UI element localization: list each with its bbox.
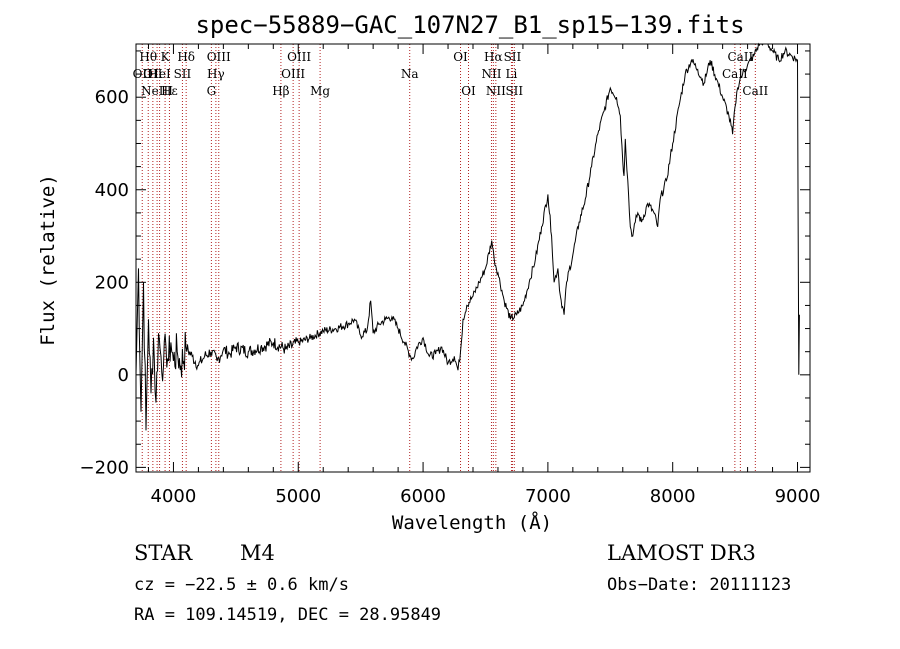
marker-label-5: K — [161, 50, 171, 64]
marker-label-25: CaII — [722, 67, 748, 81]
marker-label-20: Hα — [484, 50, 503, 64]
survey-name: LAMOST DR3 — [607, 541, 756, 565]
y-tick-label-3: 400 — [95, 180, 129, 201]
marker-label-24: SII — [505, 84, 523, 98]
y-tick-labels: −200 0 200 400 600 — [80, 87, 129, 478]
marker-label-15: Mg — [310, 84, 330, 98]
marker-label-17: OI — [453, 50, 468, 64]
marker-label-11: OIII — [207, 50, 231, 64]
marker-label-3: NeIII — [141, 84, 173, 98]
marker-label-21: NII — [486, 84, 506, 98]
y-tick-label-2: 200 — [95, 272, 129, 293]
y-tick-label-0: −200 — [80, 457, 129, 478]
y-tick-label-1: 0 — [118, 365, 129, 386]
chart-title: spec−55889−GAC_107N27_B1_sp15−139.fits — [195, 11, 744, 39]
redshift-cz: cz = −22.5 ± 0.6 km/s — [134, 575, 349, 595]
marker-label-22: Li — [506, 67, 518, 81]
x-tick-label-4000: 4000 — [151, 486, 197, 507]
marker-label-18: OI — [461, 84, 476, 98]
marker-label-7: SII — [174, 67, 192, 81]
x-tick-label-5000: 5000 — [275, 486, 321, 507]
x-tick-label-7000: 7000 — [525, 486, 571, 507]
marker-label-6: Hε — [161, 84, 178, 98]
marker-label-4: HeI — [148, 67, 171, 81]
x-tick-label-6000: 6000 — [400, 486, 446, 507]
x-tick-label-9000: 9000 — [775, 486, 821, 507]
axis-ticks — [136, 44, 810, 472]
marker-label-9: G — [207, 84, 217, 98]
marker-label-12: Hβ — [272, 84, 289, 98]
ra-dec: RA = 109.14519, DEC = 28.95849 — [134, 605, 441, 625]
marker-label-13: OIII — [281, 67, 305, 81]
marker-label-0: OII — [133, 67, 153, 81]
emission-line-markers — [141, 44, 756, 472]
marker-label-8: Hδ — [177, 50, 195, 64]
marker-label-23: SII — [504, 50, 522, 64]
marker-label-14: OIII — [287, 50, 311, 64]
marker-label-1: Hθ — [139, 50, 157, 64]
x-axis-label: Wavelength (Å) — [392, 511, 552, 534]
object-subclass: M4 — [240, 541, 275, 565]
marker-label-27: CaII — [742, 84, 768, 98]
marker-label-19: NII — [481, 67, 501, 81]
y-tick-label-4: 600 — [95, 87, 129, 108]
observation-date: Obs−Date: 20111123 — [607, 575, 791, 595]
marker-label-26: CaII — [727, 50, 753, 64]
emission-line-labels: OII Hθ OII NeIII HeI K Hε SII Hδ G Hγ OIII Hβ OIII OII… — [133, 50, 769, 98]
marker-label-10: Hγ — [207, 67, 225, 81]
marker-label-16: Na — [401, 67, 419, 81]
marker-label-2: OII — [143, 67, 163, 81]
plot-frame — [135, 43, 811, 473]
object-class: STAR — [134, 541, 193, 565]
x-tick-label-8000: 8000 — [650, 486, 696, 507]
spectrum-line — [135, 42, 800, 431]
x-tick-labels: 4000 5000 6000 7000 8000 9000 — [151, 486, 821, 507]
y-axis-label: Flux (relative) — [37, 174, 59, 346]
